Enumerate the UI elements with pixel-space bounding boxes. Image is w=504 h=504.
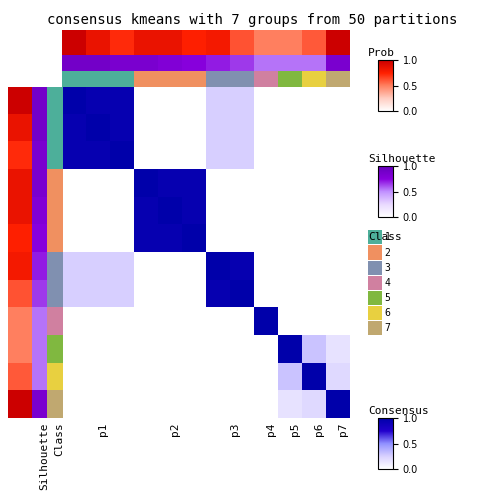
Text: consensus kmeans with 7 groups from 50 partitions: consensus kmeans with 7 groups from 50 p…	[47, 13, 457, 27]
Text: 5: 5	[385, 293, 391, 303]
Text: 3: 3	[385, 263, 391, 273]
Text: Silhouette: Silhouette	[368, 154, 435, 164]
Text: p5: p5	[290, 422, 300, 436]
Text: Consensus: Consensus	[368, 406, 429, 416]
Text: p4: p4	[266, 422, 276, 436]
Text: 2: 2	[385, 247, 391, 258]
Text: Class: Class	[54, 422, 65, 456]
Text: Silhouette: Silhouette	[39, 422, 49, 490]
Text: p6: p6	[314, 422, 324, 436]
Text: p3: p3	[230, 422, 240, 436]
Text: 6: 6	[385, 308, 391, 318]
Text: 4: 4	[385, 278, 391, 288]
Text: Class: Class	[368, 232, 402, 242]
Text: 1: 1	[385, 232, 391, 242]
Text: p7: p7	[338, 422, 348, 436]
Text: 7: 7	[385, 323, 391, 333]
Text: Prob: Prob	[368, 48, 395, 58]
Text: p2: p2	[170, 422, 180, 436]
Text: p1: p1	[98, 422, 108, 436]
